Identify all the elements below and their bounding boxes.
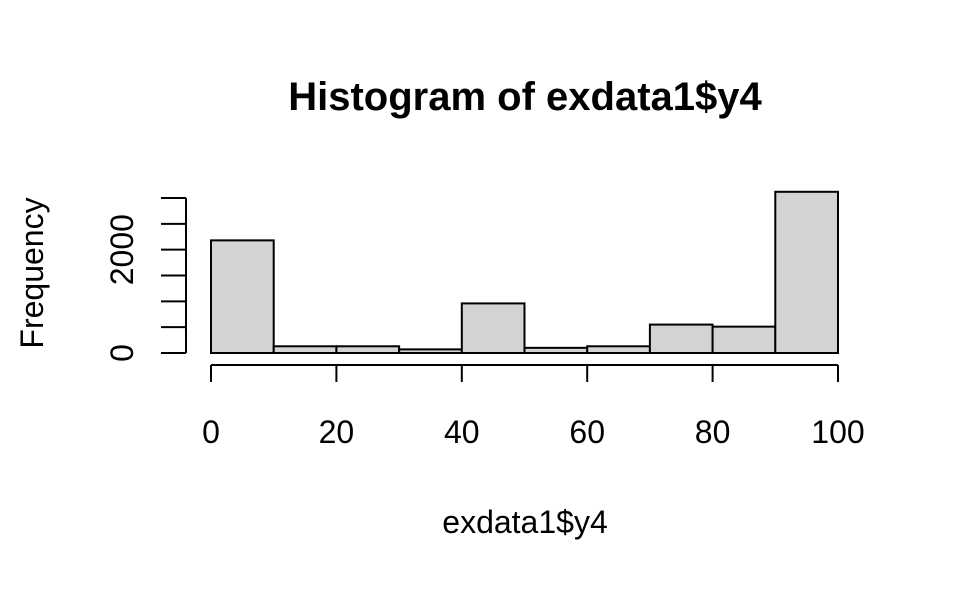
histogram-bar [523,346,589,355]
histogram-bar [335,345,401,354]
y-axis-label: Frequency [14,197,50,348]
histogram-bar [272,345,338,354]
x-axis: 0 20 40 60 80 100 [202,364,865,450]
histogram-bar [398,348,463,354]
histogram-bar [711,325,777,354]
x-tick-label: 40 [444,414,480,450]
histogram-bar [774,190,839,354]
x-tick-label: 80 [695,414,731,450]
y-axis: 0 2000 [104,197,187,362]
chart-title: Histogram of exdata1$y4 [288,75,762,119]
histogram-bar [648,323,714,355]
histogram-bar [460,302,526,354]
x-tick-label: 0 [202,414,220,450]
histogram-bar [210,239,275,354]
histogram-bar [586,345,651,354]
x-tick-label: 20 [319,414,355,450]
bars-group [210,190,839,355]
y-tick-label: 0 [104,344,140,362]
x-axis-label: exdata1$y4 [442,504,607,540]
x-tick-label: 60 [569,414,605,450]
y-tick-label: 2000 [104,214,140,285]
x-tick-label: 100 [811,414,864,450]
